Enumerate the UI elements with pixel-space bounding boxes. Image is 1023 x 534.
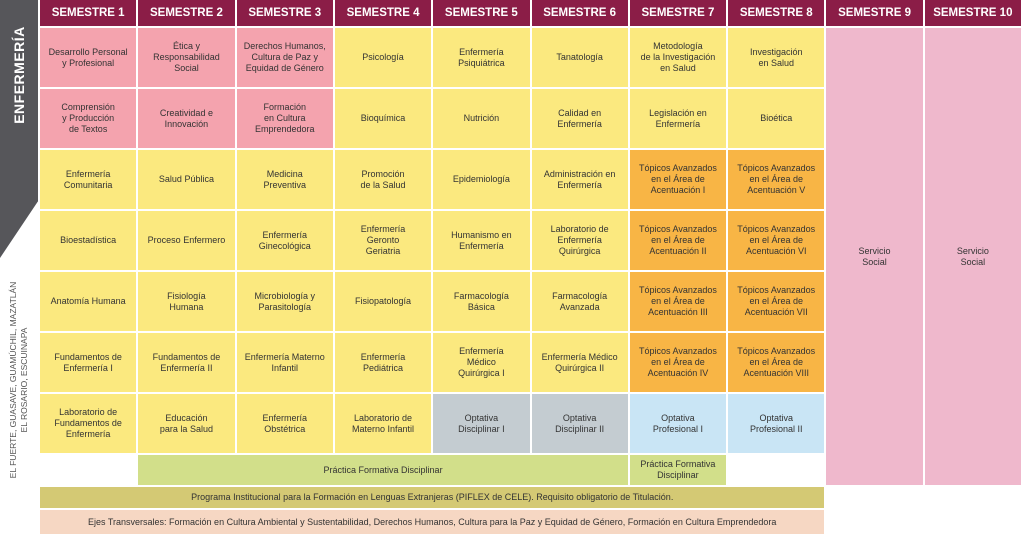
subject-cell: Ética y Responsabilidad Social [138, 28, 235, 87]
subject-cell: Desarrollo Personal y Profesional [40, 28, 137, 87]
sidebar-title-band: ENFERMERÍA [0, 0, 38, 258]
subject-cell: Enfermería Materno Infantil [236, 333, 333, 392]
subject-cell: Formación en Cultura Emprendedora [236, 89, 333, 148]
semester-header: SEMESTRE 9 [826, 0, 923, 26]
subject-cell: Salud Pública [138, 150, 235, 209]
subject-cell: Tanatología [531, 28, 628, 87]
servicio-social-cell: Servicio Social [924, 28, 1021, 485]
subject-cell: Laboratorio de Materno Infantil [334, 394, 432, 453]
servicio-social-cell: Servicio Social [826, 28, 923, 485]
subject-cell: Tópicos Avanzados en el Área de Acentuac… [728, 150, 825, 209]
subject-cell: Bioquímica [334, 89, 432, 148]
subject-cell: Farmacología Básica [433, 272, 530, 331]
semester-header: SEMESTRE 7 [629, 0, 727, 26]
subject-cell: Farmacología Avanzada [531, 272, 628, 331]
subject-cell: Creatividad e Innovación [138, 89, 235, 148]
campus-list: EL FUERTE, GUASAVE, GUAMÚCHIL, MAZATLÁN … [8, 281, 29, 479]
subject-cell: Administración en Enfermería [531, 150, 628, 209]
subject-cell: Metodología de la Investigación en Salud [629, 28, 727, 87]
subject-cell: Promoción de la Salud [334, 150, 432, 209]
subject-cell: Legislación en Enfermería [629, 89, 727, 148]
subject-cell: Bioética [728, 89, 825, 148]
subject-cell: Optativa Profesional II [728, 394, 825, 453]
curriculum-grid: SEMESTRE 1 SEMESTRE 2 SEMESTRE 3 SEMESTRE 4… [40, 0, 1021, 534]
subject-cell: Investigación en Salud [728, 28, 825, 87]
subject-cell: Proceso Enfermero [138, 211, 235, 270]
subject-cell: Medicina Preventiva [236, 150, 333, 209]
subject-cell: Tópicos Avanzados en el Área de Acentuac… [728, 272, 825, 331]
program-title: ENFERMERÍA [11, 26, 27, 124]
subject-cell: Optativa Disciplinar I [433, 394, 530, 453]
subject-cell: Fisiopatología [334, 272, 432, 331]
subject-cell: Optativa Profesional I [629, 394, 727, 453]
subject-cell: Comprensión y Producción de Textos [40, 89, 137, 148]
semester-header: SEMESTRE 10 [924, 0, 1021, 26]
subject-cell: Derechos Humanos, Cultura de Paz y Equid… [236, 28, 333, 87]
semester-header: SEMESTRE 6 [531, 0, 628, 26]
subject-cell: Enfermería Pediátrica [334, 333, 432, 392]
transversal-axes-bar: Ejes Transversales: Formación en Cultura… [40, 510, 825, 534]
subject-cell: Enfermería Ginecológica [236, 211, 333, 270]
subject-cell: Tópicos Avanzados en el Área de Acentuac… [728, 333, 825, 392]
subject-cell: Epidemiología [433, 150, 530, 209]
practica-disciplinar-bar: Práctica Formativa Disciplinar [138, 455, 628, 485]
subject-cell: Humanismo en Enfermería [433, 211, 530, 270]
subject-cell: Fundamentos de Enfermería I [40, 333, 137, 392]
subject-cell: Optativa Disciplinar II [531, 394, 628, 453]
subject-cell: Tópicos Avanzados en el Área de Acentuac… [629, 333, 727, 392]
subject-cell: Laboratorio de Fundamentos de Enfermería [40, 394, 137, 453]
subject-cell: Enfermería Geronto Geriatria [334, 211, 432, 270]
semester-header: SEMESTRE 3 [236, 0, 333, 26]
subject-cell: Nutrición [433, 89, 530, 148]
subject-cell: Laboratorio de Enfermería Quirúrgica [531, 211, 628, 270]
subject-cell: Tópicos Avanzados en el Área de Acentuac… [629, 150, 727, 209]
sidebar: ENFERMERÍA EL FUERTE, GUASAVE, GUAMÚCHIL… [0, 0, 38, 525]
subject-cell: Educación para la Salud [138, 394, 235, 453]
subject-cell: Fisiología Humana [138, 272, 235, 331]
subject-cell: Enfermería Médico Quirúrgica I [433, 333, 530, 392]
subject-cell: Bioestadística [40, 211, 137, 270]
language-program-bar: Programa Institucional para la Formación… [40, 487, 825, 508]
subject-cell: Fundamentos de Enfermería II [138, 333, 235, 392]
subject-cell: Calidad en Enfermería [531, 89, 628, 148]
semester-header: SEMESTRE 5 [433, 0, 530, 26]
subject-cell: Enfermería Psiquiátrica [433, 28, 530, 87]
subject-cell: Enfermería Médico Quirúrgica II [531, 333, 628, 392]
subject-cell: Anatomía Humana [40, 272, 137, 331]
subject-cell: Tópicos Avanzados en el Área de Acentuac… [629, 211, 727, 270]
semester-header: SEMESTRE 8 [728, 0, 825, 26]
subject-cell: Psicología [334, 28, 432, 87]
subject-cell: Tópicos Avanzados en el Área de Acentuac… [629, 272, 727, 331]
semester-header: SEMESTRE 4 [334, 0, 432, 26]
practica-disciplinar-7: Práctica Formativa Disciplinar [629, 455, 727, 485]
semester-header: SEMESTRE 2 [138, 0, 235, 26]
subject-cell: Microbiología y Parasitología [236, 272, 333, 331]
subject-cell: Enfermería Comunitaria [40, 150, 137, 209]
subject-cell: Tópicos Avanzados en el Área de Acentuac… [728, 211, 825, 270]
subject-cell: Enfermería Obstétrica [236, 394, 333, 453]
semester-header: SEMESTRE 1 [40, 0, 137, 26]
